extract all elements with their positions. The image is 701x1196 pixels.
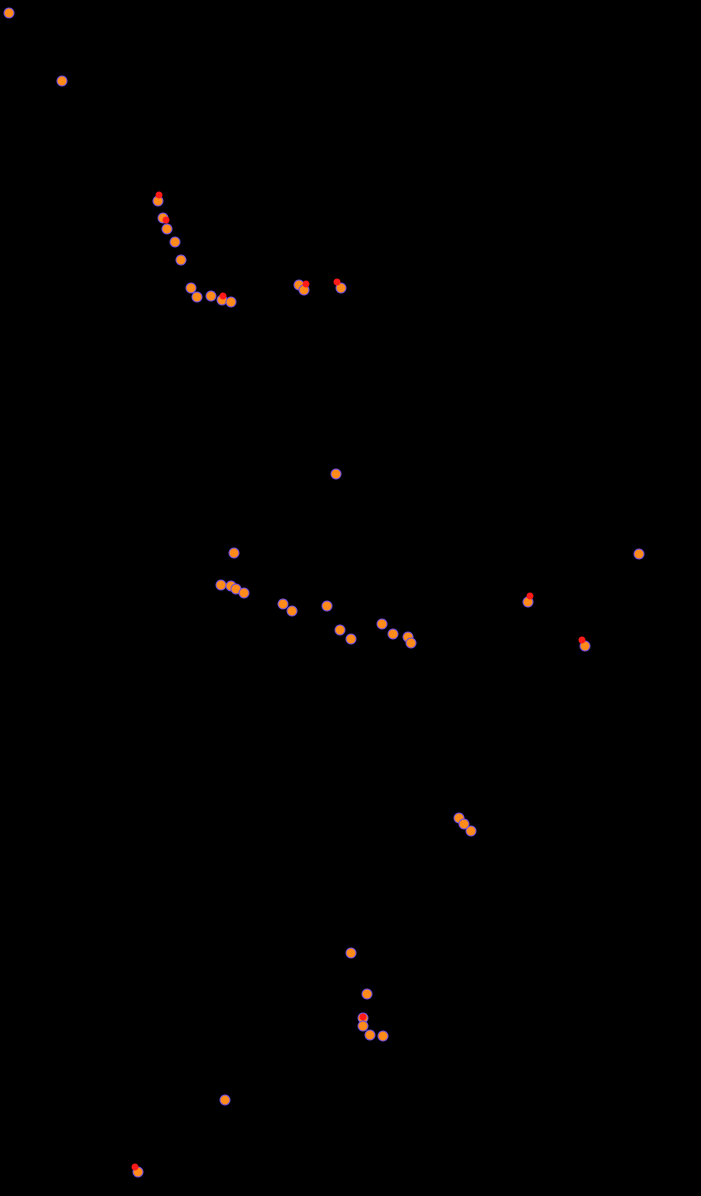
point-orange — [193, 293, 202, 302]
point-orange — [359, 1022, 368, 1031]
point-orange — [163, 225, 172, 234]
point-orange — [58, 77, 67, 86]
point-orange — [288, 607, 297, 616]
point-orange — [363, 990, 372, 999]
point-orange — [171, 238, 180, 247]
point-orange — [635, 550, 644, 559]
point-orange — [227, 298, 236, 307]
point-red — [527, 593, 534, 600]
point-orange — [217, 581, 226, 590]
point-red — [360, 1014, 367, 1021]
point-orange — [187, 284, 196, 293]
point-orange — [379, 1032, 388, 1041]
point-red — [163, 217, 170, 224]
point-orange — [467, 827, 476, 836]
point-red — [132, 1164, 139, 1171]
point-orange — [347, 949, 356, 958]
point-orange — [347, 635, 356, 644]
point-orange — [177, 256, 186, 265]
point-red — [220, 293, 227, 300]
point-orange — [279, 600, 288, 609]
point-orange — [389, 630, 398, 639]
point-orange — [323, 602, 332, 611]
point-red — [334, 279, 341, 286]
point-orange — [207, 292, 216, 301]
point-orange — [5, 9, 14, 18]
point-orange — [407, 639, 416, 648]
point-red — [156, 192, 163, 199]
point-orange — [221, 1096, 230, 1105]
scatter-plot — [0, 0, 701, 1196]
point-orange — [366, 1031, 375, 1040]
point-orange — [230, 549, 239, 558]
point-red — [579, 637, 586, 644]
point-orange — [240, 589, 249, 598]
point-red — [303, 281, 310, 288]
point-orange — [336, 626, 345, 635]
point-orange — [332, 470, 341, 479]
point-orange — [378, 620, 387, 629]
